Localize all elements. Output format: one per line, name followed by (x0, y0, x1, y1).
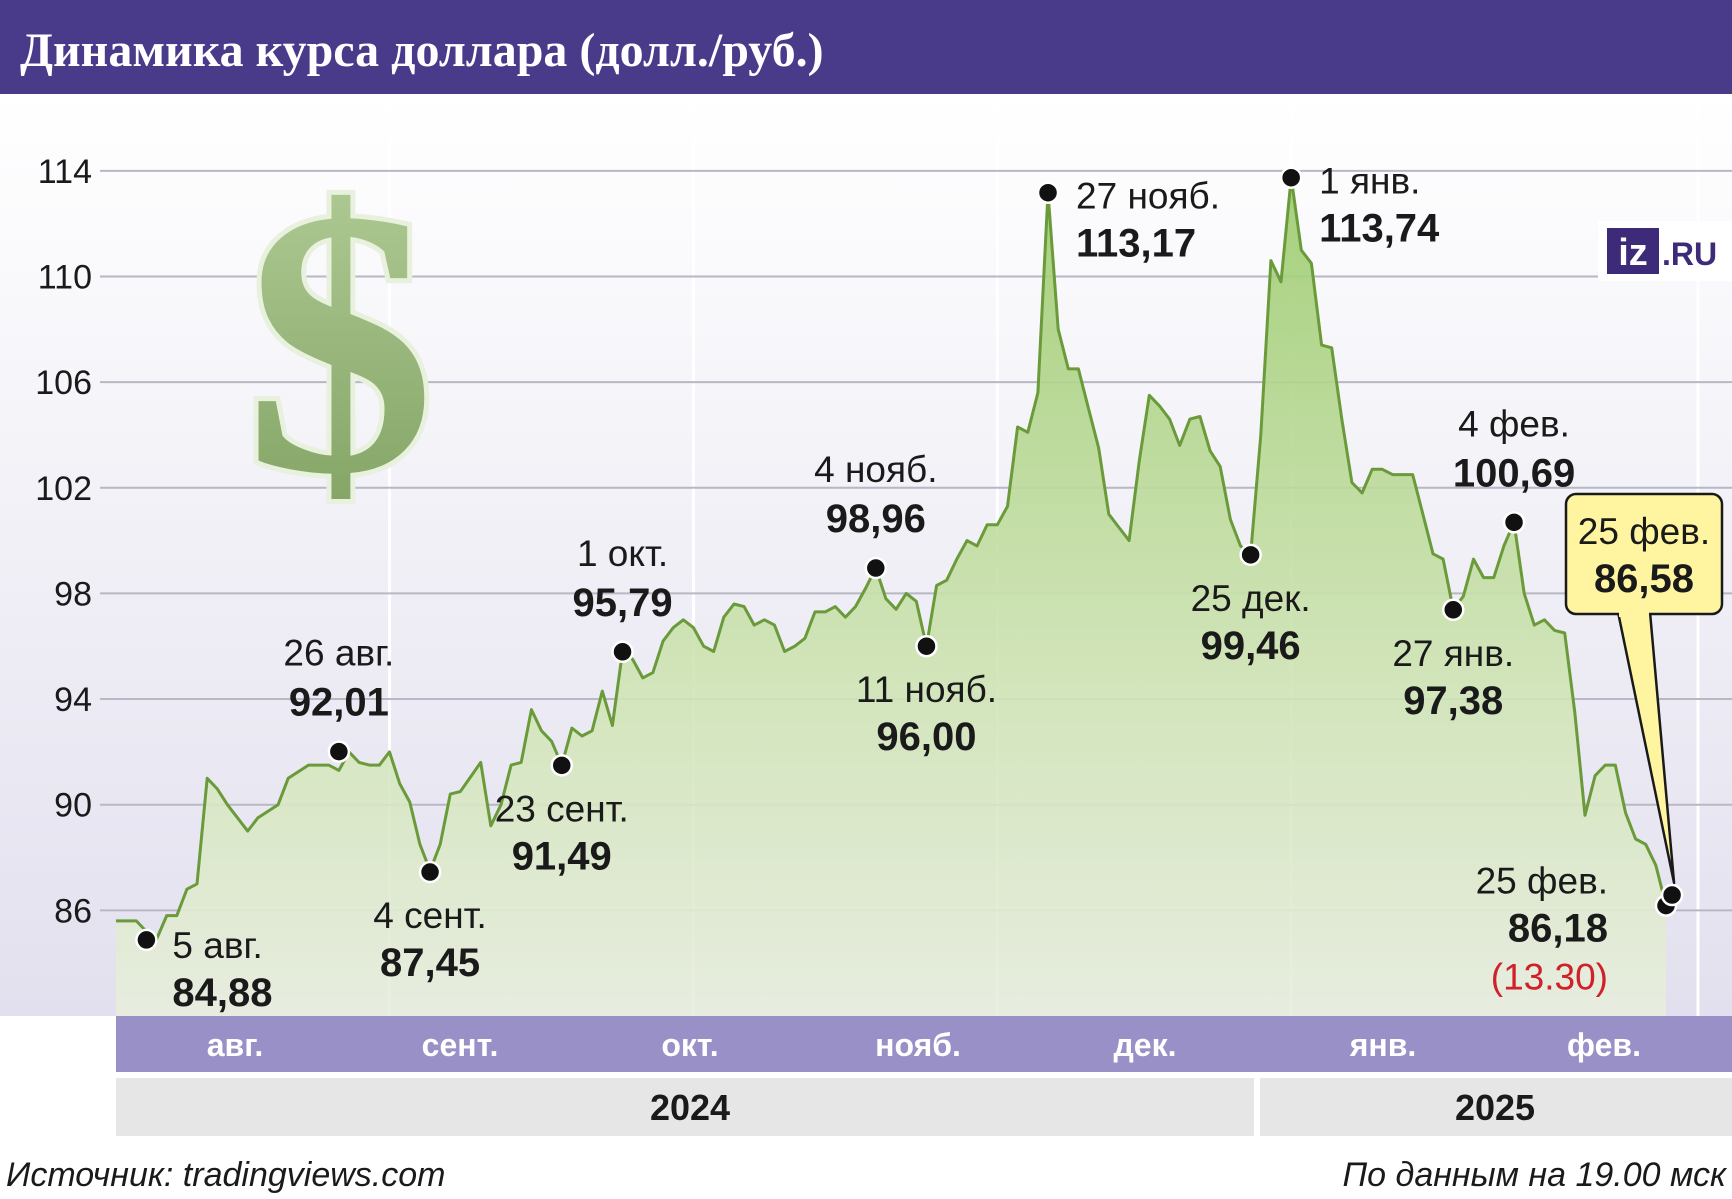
annotation-date: 27 янв. (1392, 633, 1514, 674)
annotation-value: 98,96 (826, 497, 926, 541)
callout-value: 86,58 (1594, 557, 1694, 601)
time-note: По данным на 19.00 мск (1343, 1156, 1728, 1194)
annotation-value: 84,88 (172, 971, 272, 1015)
area-layer (116, 176, 1668, 1016)
callout: 25 фев. 86,58 (1564, 492, 1724, 907)
month-label: фев. (1567, 1027, 1641, 1063)
logo-badge (1607, 228, 1659, 274)
annotation-date: 1 янв. (1319, 161, 1420, 202)
annotation-marker (550, 754, 574, 777)
year-band-2025 (1260, 1078, 1732, 1136)
month-label: авг. (207, 1027, 263, 1063)
chart-title: Динамика курса доллара (долл./руб.) (20, 24, 824, 77)
annotation-value: 97,38 (1403, 679, 1503, 723)
annotations: 5 авг. 84,88 26 авг. 92,01 4 сент. 87,45 23 се… (135, 161, 1678, 1015)
year-labels: 2024 2025 (650, 1087, 1535, 1128)
month-label: нояб. (875, 1027, 961, 1063)
annotation-date: 11 нояб. (856, 669, 997, 710)
annotation-date: 4 нояб. (814, 449, 937, 490)
annotation-date: 4 фев. (1458, 403, 1570, 444)
rate-line (116, 176, 1668, 941)
annotation-value: 100,69 (1453, 451, 1575, 495)
annotation-date: 27 нояб. (1076, 176, 1220, 217)
annotation-value: 91,49 (512, 834, 612, 878)
annotation-value: 87,45 (380, 941, 480, 985)
y-tick-label: 106 (35, 364, 92, 402)
annotation-date: 26 авг. (283, 633, 394, 674)
month-band (116, 1016, 1732, 1072)
logo-iz: iz (1618, 232, 1648, 274)
annotation-value: 96,00 (876, 715, 976, 759)
annotation-date: 25 фев. (1476, 861, 1608, 902)
callout-joint (1619, 608, 1649, 617)
annotation-marker (135, 928, 158, 952)
annotation-marker (915, 634, 938, 658)
month-label: янв. (1349, 1027, 1417, 1063)
year-label: 2024 (650, 1087, 730, 1128)
annotation-marker (1279, 166, 1303, 189)
month-label: окт. (661, 1027, 718, 1063)
annotation-date: 25 дек. (1191, 578, 1311, 619)
month-label: сент. (422, 1027, 499, 1063)
y-axis-ticks: 86 90 94 98 102 106 110 114 (35, 153, 92, 931)
year-label: 2025 (1455, 1087, 1535, 1128)
annotation-value: 92,01 (289, 681, 389, 725)
annotation-marker (1036, 181, 1060, 204)
annotation-marker (1442, 598, 1465, 622)
month-label: дек. (1113, 1027, 1176, 1063)
annotation-value: 86,18 (1508, 907, 1608, 951)
annotation-marker (1239, 543, 1262, 567)
annotation-change: (13.30) (1491, 957, 1608, 998)
annotation-marker (611, 640, 634, 664)
annotation-date: 5 авг. (172, 925, 262, 966)
annotation-marker (327, 740, 351, 763)
callout-date: 25 фев. (1578, 511, 1710, 552)
month-labels: авг. сент. окт. нояб. дек. янв. фев. (207, 1027, 1641, 1063)
iz-ru-logo: iz .RU (1598, 221, 1732, 281)
annotation-marker (418, 860, 442, 884)
rate-area-fill (116, 177, 1666, 1016)
callout-marker (1660, 883, 1684, 907)
y-tick-label: 86 (54, 892, 92, 930)
y-tick-label: 110 (38, 258, 92, 296)
y-tick-label: 94 (54, 681, 92, 719)
y-tick-label: 98 (54, 575, 92, 613)
y-tick-label: 102 (35, 470, 92, 508)
annotation-marker (864, 556, 888, 580)
dollar-sign-icon: $ (245, 132, 435, 553)
annotation-date: 1 окт. (577, 533, 668, 574)
year-band-2024 (116, 1078, 1254, 1136)
annotation-marker (1502, 511, 1526, 534)
annotation-value: 113,17 (1076, 222, 1196, 266)
annotation-value: 95,79 (572, 581, 672, 625)
source-note: Источник: tradingviews.com (6, 1156, 445, 1194)
header-bar (0, 0, 1732, 94)
annotation-value: 113,74 (1319, 207, 1440, 251)
annotation-date: 4 сент. (373, 895, 487, 936)
logo-ru: .RU (1662, 236, 1717, 272)
y-tick-label: 114 (38, 153, 92, 191)
y-tick-label: 90 (54, 787, 92, 825)
annotation-value: 99,46 (1201, 624, 1301, 668)
annotation-date: 23 сент. (495, 788, 629, 829)
